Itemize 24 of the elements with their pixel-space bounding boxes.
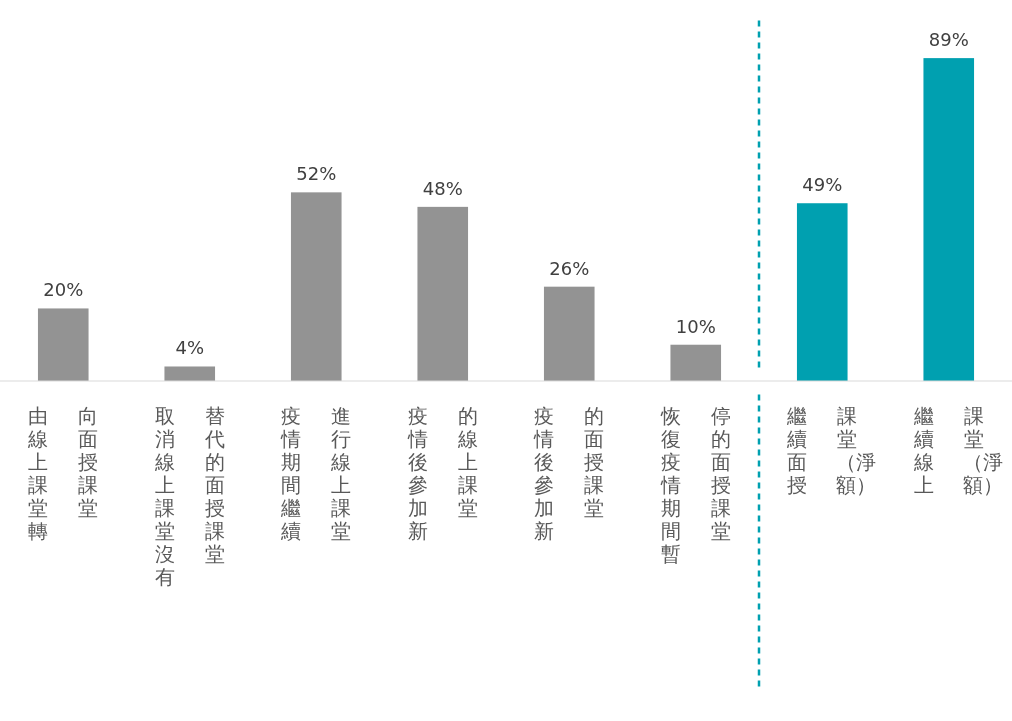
data-label: 52%: [296, 163, 337, 185]
data-label: 4%: [175, 337, 205, 359]
category-label: 疫情期間繼續進行線上課堂: [281, 404, 352, 543]
category-label: 疫情後參加新的面授課堂: [534, 404, 605, 543]
category-label: 疫情後參加新的線上課堂: [407, 404, 478, 543]
data-label: 49%: [802, 174, 843, 196]
bar: [923, 58, 975, 381]
data-label: 48%: [422, 177, 463, 199]
bar: [796, 203, 848, 381]
data-label: 10%: [675, 315, 716, 337]
data-label: 26%: [549, 257, 590, 279]
bar: [670, 344, 722, 381]
category-label: 取消線上課堂沒有替代的面授課堂: [154, 404, 225, 589]
data-label: 20%: [43, 279, 84, 301]
bar: [290, 192, 342, 381]
data-label: 89%: [928, 29, 969, 51]
category-label: 繼續線上課堂（淨額）: [913, 404, 1003, 497]
category-label: 由線上課堂轉向面授課堂: [28, 404, 99, 543]
bar: [37, 308, 89, 381]
bar: [543, 286, 595, 381]
category-label: 繼續面授課堂（淨額）: [787, 404, 877, 497]
category-label: 恢復疫情期間暫停的面授課堂: [660, 404, 731, 566]
bar: [164, 366, 216, 381]
bar: [417, 206, 469, 381]
